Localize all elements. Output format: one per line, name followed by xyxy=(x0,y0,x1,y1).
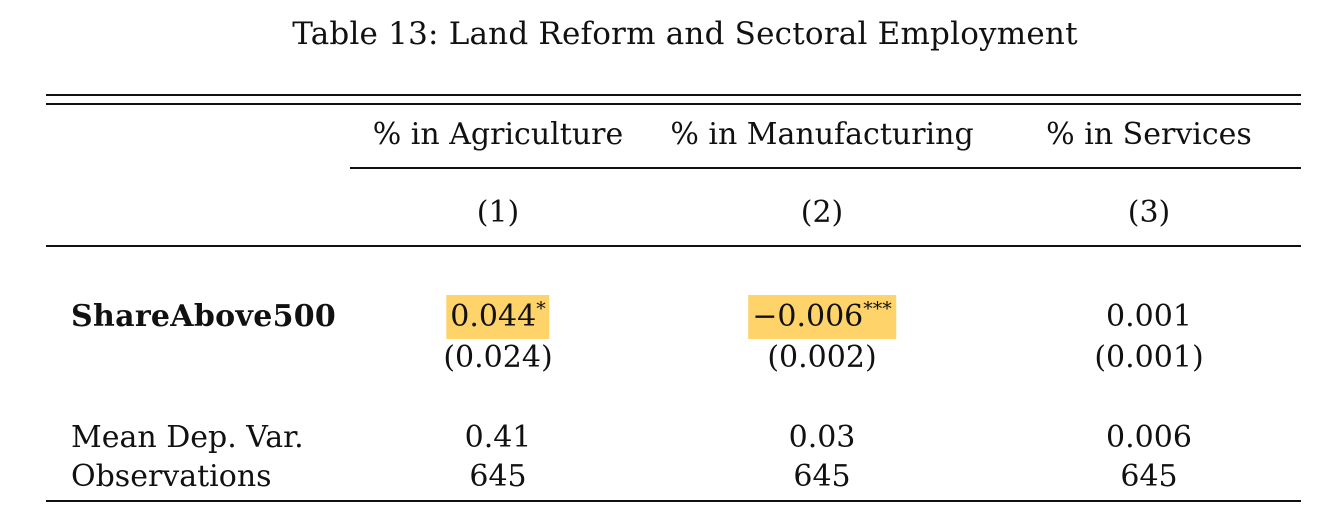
obs-cell-3: 645 xyxy=(1120,459,1178,494)
se-cell-1: (0.024) xyxy=(443,340,553,375)
row-label-mean-dep-var: Mean Dep. Var. xyxy=(71,420,304,455)
significance-stars: *** xyxy=(863,298,892,320)
column-number-2: (2) xyxy=(800,195,844,230)
mean-cell-3: 0.006 xyxy=(1106,420,1192,455)
row-label-shareabove500: ShareAbove500 xyxy=(71,299,337,334)
bottom-rule xyxy=(46,500,1301,502)
row-label-observations: Observations xyxy=(71,459,272,494)
coef-value: 0.044 xyxy=(450,299,537,334)
coef-cell-2: −0.006*** xyxy=(748,295,896,339)
se-cell-3: (0.001) xyxy=(1094,340,1204,375)
column-number-3: (3) xyxy=(1127,195,1171,230)
significance-stars: * xyxy=(536,298,546,320)
coef-value: −0.006 xyxy=(752,299,864,334)
highlighted-coefficient: 0.044* xyxy=(446,295,550,339)
column-header-services: % in Services xyxy=(1046,117,1252,152)
top-rule-1 xyxy=(46,94,1301,96)
mean-cell-1: 0.41 xyxy=(464,420,532,455)
column-header-agriculture: % in Agriculture xyxy=(372,117,624,152)
mid-rule xyxy=(46,245,1301,247)
top-rule-2 xyxy=(46,103,1301,105)
column-header-manufacturing: % in Manufacturing xyxy=(670,117,974,152)
table-caption: Table 13: Land Reform and Sectoral Emplo… xyxy=(292,16,1078,52)
obs-cell-2: 645 xyxy=(793,459,851,494)
obs-cell-1: 645 xyxy=(469,459,527,494)
highlighted-coefficient: −0.006*** xyxy=(748,295,896,339)
header-underline xyxy=(350,167,1301,169)
se-cell-2: (0.002) xyxy=(767,340,877,375)
column-number-1: (1) xyxy=(476,195,520,230)
coef-value: 0.001 xyxy=(1106,299,1192,334)
mean-cell-2: 0.03 xyxy=(788,420,856,455)
coef-cell-3: 0.001 xyxy=(1106,302,1192,332)
coef-cell-1: 0.044* xyxy=(446,295,550,339)
